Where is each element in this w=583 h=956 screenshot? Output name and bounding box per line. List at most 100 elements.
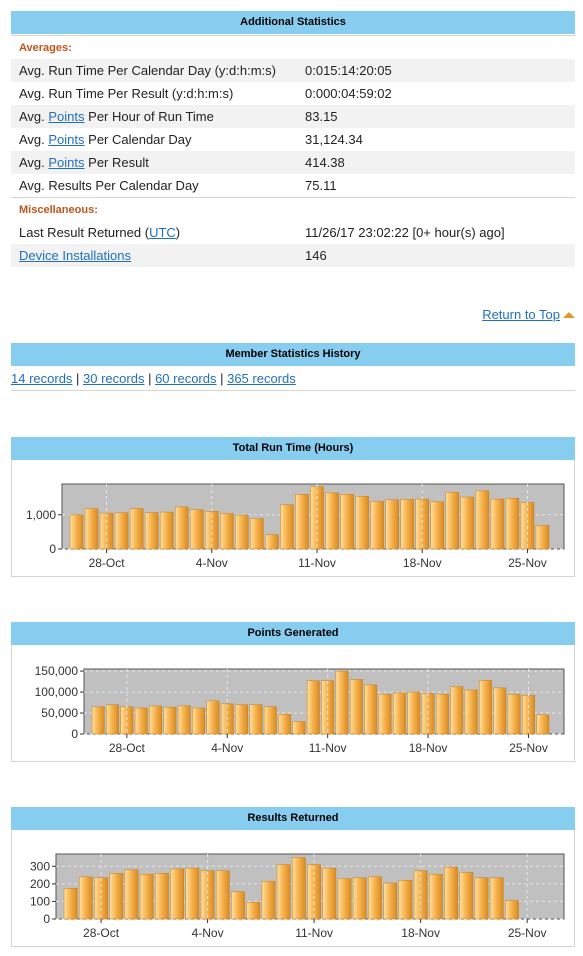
points-link[interactable]: Points — [48, 132, 85, 147]
stat-label: Avg. Points Per Calendar Day — [11, 128, 297, 151]
stat-label-text: Avg. Run Time Per Result (y:d:h:m:s) — [19, 86, 234, 101]
bar — [159, 511, 174, 550]
misc-section-row: Miscellaneous: — [11, 197, 575, 221]
bar — [335, 670, 349, 735]
bar — [99, 512, 114, 550]
bar — [292, 721, 306, 735]
bar — [415, 498, 429, 550]
bar — [84, 508, 99, 550]
y-tick-label: 0 — [49, 542, 56, 556]
bar — [475, 490, 490, 550]
bar — [370, 501, 384, 550]
results-chart-header: Results Returned — [11, 807, 575, 830]
bar — [407, 691, 421, 735]
records-60-link[interactable]: 60 records — [155, 371, 217, 386]
member-statistics-history-header: Member Statistics History — [11, 343, 575, 366]
points-chart-header: Points Generated — [11, 622, 575, 645]
bar — [385, 499, 399, 550]
bar — [464, 689, 478, 735]
bar — [174, 506, 189, 550]
stat-label: Avg. Points Per Hour of Run Time — [11, 105, 297, 128]
records-14-link[interactable]: 14 records — [11, 371, 73, 386]
x-tick-label: 25-Nov — [508, 556, 547, 570]
bar — [249, 704, 263, 735]
bar — [429, 873, 443, 920]
bar — [536, 714, 550, 735]
stat-value: 75.11 — [305, 178, 337, 193]
bar — [276, 864, 291, 920]
stat-value: 0:015:14:20:05 — [297, 59, 575, 82]
last-result-value: 11/26/17 23:02:22 [0+ hour(s) ago] — [305, 225, 505, 240]
bar — [505, 498, 520, 550]
stat-value: 0:000:04:59:02 — [305, 86, 392, 101]
up-arrow-icon — [563, 312, 575, 318]
x-tick-label: 4-Nov — [196, 556, 228, 570]
utc-link[interactable]: UTC — [149, 225, 176, 240]
x-tick-label: 4-Nov — [211, 741, 243, 755]
stat-value: 414.38 — [297, 151, 575, 174]
bar — [460, 496, 475, 550]
additional-statistics-header: Additional Statistics — [11, 11, 575, 34]
bar — [459, 872, 474, 920]
bar — [215, 870, 230, 920]
bar — [355, 496, 369, 550]
bar — [78, 876, 93, 920]
misc-label: Miscellaneous: — [11, 197, 575, 221]
points-chart: 0 50,000 100,000 150,000 28-Oct 4-Nov 11-Nov 18… — [35, 664, 565, 755]
bar — [261, 880, 276, 920]
last-result-row: Last Result Returned (UTC) 11/26/17 23:0… — [11, 221, 575, 244]
x-tick-label: 11-Nov — [309, 741, 347, 755]
x-tick-label: 28-Oct — [89, 556, 126, 570]
bar — [63, 888, 78, 920]
bar — [192, 707, 205, 735]
bar — [155, 873, 169, 920]
points-link[interactable]: Points — [48, 109, 85, 124]
bar — [337, 878, 352, 920]
last-result-label: Last Result Returned (UTC) — [11, 221, 297, 244]
run-time-chart-panel: 0 1,000 28-Oct 4-Nov 11-Nov 18-Nov 25-Nov — [11, 460, 575, 577]
bar — [444, 866, 458, 920]
bar — [322, 867, 337, 920]
bar — [436, 693, 449, 735]
records-links: 14 records | 30 records | 60 records | 3… — [11, 371, 296, 386]
bar — [368, 876, 382, 920]
bar — [325, 492, 339, 550]
stat-label-text: Avg. — [19, 132, 49, 147]
y-tick-label: 0 — [43, 912, 50, 926]
stat-label: Avg. Results Per Calendar Day — [11, 174, 297, 198]
bar — [474, 877, 489, 920]
records-30-link[interactable]: 30 records — [83, 371, 145, 386]
points-link[interactable]: Points — [48, 155, 85, 170]
x-tick-label: 11-Nov — [295, 926, 333, 940]
device-installations-link[interactable]: Device Installations — [19, 248, 131, 263]
bar — [91, 706, 105, 735]
stat-label-text: Avg. — [19, 155, 49, 170]
bar — [106, 704, 119, 735]
records-365-link[interactable]: 365 records — [227, 371, 296, 386]
bar — [190, 509, 204, 550]
x-tick-label: 18-Nov — [401, 926, 440, 940]
stat-row: Avg. Points Per Calendar Day 31,124.34 — [11, 128, 575, 151]
device-installations-value: 146 — [297, 244, 575, 267]
bar — [364, 684, 378, 735]
results-chart: 0 100 200 300 28-Oct 4-Nov 11-Nov 18-Nov 25-Nov — [30, 853, 565, 940]
bar — [263, 706, 277, 735]
bar — [292, 857, 306, 920]
results-chart-panel: 0 100 200 300 28-Oct 4-Nov 11-Nov 18-Nov 25-Nov — [11, 830, 575, 947]
bar — [507, 693, 521, 735]
bar — [450, 686, 464, 735]
bar — [163, 706, 177, 735]
bar — [124, 869, 139, 920]
x-tick-label: 18-Nov — [409, 741, 448, 755]
bar — [445, 491, 460, 550]
run-time-chart: 0 1,000 28-Oct 4-Nov 11-Nov 18-Nov 25-Nov — [26, 483, 565, 570]
x-tick-label: 28-Oct — [83, 926, 120, 940]
bar — [505, 900, 519, 920]
bar — [493, 687, 507, 735]
bar — [109, 873, 124, 920]
bar — [378, 693, 392, 735]
bar — [114, 512, 129, 550]
return-to-top-link[interactable]: Return to Top — [482, 307, 575, 322]
bar — [479, 680, 492, 735]
run-time-chart-header: Total Run Time (Hours) — [11, 437, 575, 460]
